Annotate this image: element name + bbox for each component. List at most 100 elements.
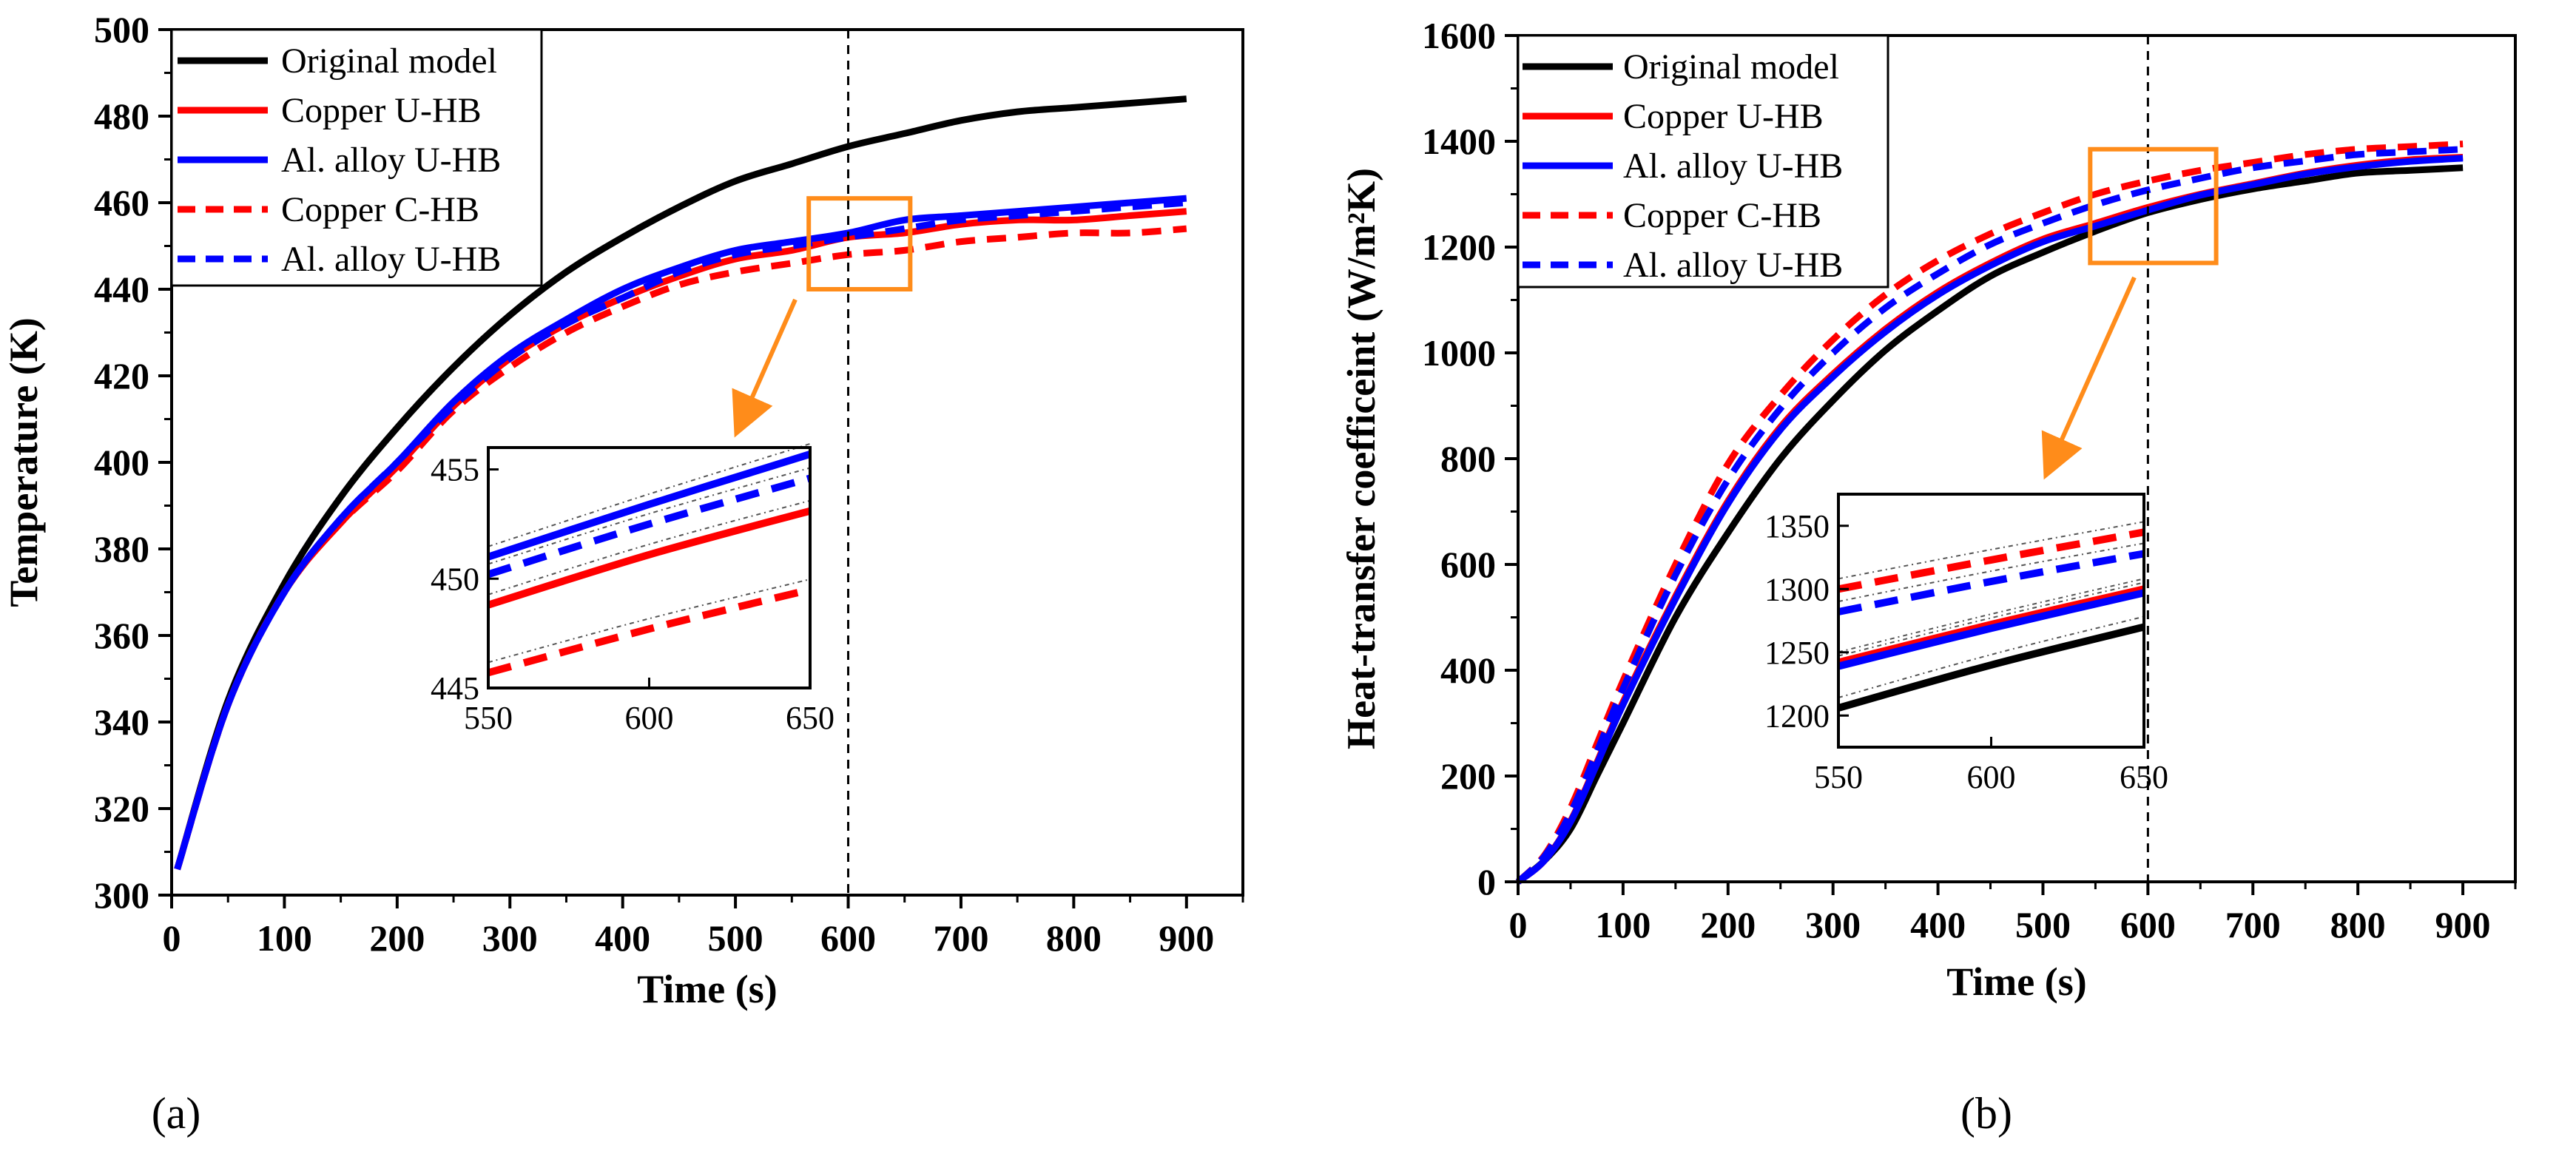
y-tick-label: 800 [1440,438,1496,479]
series-line-4 [174,199,1187,871]
series-group [174,95,1187,871]
inset-series-line-3 [1837,589,2145,670]
inset-series-line-1 [487,474,812,578]
x-tick-label: 300 [1805,904,1861,945]
inset-y-tick-label: 1200 [1764,698,1830,734]
legend-entry-label: Copper U-HB [281,91,482,130]
x-tick-label: 200 [1700,904,1756,945]
y-tick-label: 1400 [1422,121,1496,162]
y-tick-label: 460 [94,182,149,223]
x-ticks: 0 100 200 300 400 500 600 700 800 900 [163,895,1244,959]
inset-guide-line [488,499,811,596]
y-ticks: 0 200 400 600 800 1000 1200 1400 1600 [1422,15,1518,903]
legend-entry-label: Copper U-HB [1623,97,1824,136]
inset-y-tick-label: 445 [431,670,479,706]
x-tick-label: 800 [2330,904,2386,945]
inset-guide-line [488,442,811,547]
inset-y-tick-label: 455 [431,452,479,488]
x-tick-label: 500 [708,917,763,959]
inset-chart: 550 600 650 445 450 455 [431,442,834,736]
legend-entry-label: Al. alloy U-HB [281,240,501,279]
inset-series-line-3 [487,586,812,677]
x-axis-title: Time (s) [1946,959,2086,1004]
zoom-arrow [732,298,798,438]
zoom-box [2088,146,2219,266]
y-tick-label: 360 [94,615,149,656]
inset-x-tick-label: 650 [786,700,834,736]
y-tick-label: 400 [94,442,149,483]
zoom-arrow [2041,276,2137,480]
y-axis-title: Temperature (K) [1,317,46,607]
inset-x-tick-label: 650 [2120,759,2168,795]
inset-series-line-0 [487,451,812,561]
x-tick-label: 600 [820,917,876,959]
x-tick-label: 900 [1159,917,1214,959]
y-tick-label: 340 [94,701,149,743]
x-tick-label: 700 [2225,904,2281,945]
x-tick-label: 100 [257,917,312,959]
y-tick-label: 320 [94,788,149,829]
legend-entry-label: Al. alloy U-HB [281,141,501,180]
legend-entry-label: Original model [1623,47,1839,87]
inset-y-tick-label: 450 [431,561,479,597]
legend-entry-label: Copper C-HB [1623,196,1821,235]
chart-panel-b: 0 100 200 300 400 500 600 700 800 900 0 200 400 600 80… [1339,15,2517,1138]
x-tick-label: 400 [1910,904,1966,945]
y-axis-title: Heat-transfer coefficeint (W/m²K) [1339,168,1383,749]
y-tick-label: 0 [1477,861,1496,903]
y-tick-label: 500 [94,9,149,50]
x-tick-label: 400 [595,917,650,959]
inset-y-tick-label: 1250 [1764,635,1830,671]
y-tick-label: 1000 [1422,332,1496,374]
y-tick-label: 440 [94,269,149,310]
x-tick-label: 500 [2015,904,2071,945]
inset-series-line-2 [1837,585,2145,667]
x-tick-label: 300 [482,917,538,959]
legend-entry-label: Al. alloy U-HB [1623,246,1843,285]
y-tick-label: 1600 [1422,15,1496,56]
inset-y-tick-label: 1350 [1764,508,1830,544]
inset-chart: 550 600 650 1200 1250 1300 1350 [1764,493,2168,795]
inset-guide-line [1838,542,2145,602]
x-tick-label: 0 [163,917,181,959]
x-tick-label: 600 [2120,904,2176,945]
legend-entry-label: Copper C-HB [281,190,479,229]
inset-series-line-1 [1838,550,2145,615]
inset-series-line-2 [487,507,812,609]
series-line-4 [1515,146,2464,885]
inset-series-line-4 [1837,623,2145,712]
inset-x-tick-label: 550 [464,700,513,736]
y-tick-label: 1200 [1422,226,1496,268]
y-tick-label: 600 [1440,544,1496,585]
series-line-0 [174,95,1187,871]
y-ticks: 300 320 340 360 380 400 420 440 460 480 500 [94,9,172,916]
panel-label: (a) [152,1089,201,1138]
legend: Original model Copper U-HB Al. alloy U-HB C… [1517,34,1889,289]
legend-entry-label: Original model [281,41,497,81]
x-axis-title: Time (s) [637,967,777,1011]
inset-y-tick-label: 1300 [1764,571,1830,607]
series-line-0 [1516,164,2464,885]
y-tick-label: 380 [94,528,149,570]
x-tick-label: 0 [1509,904,1528,945]
legend: Original model Copper U-HB Al. alloy U-HB C… [170,28,543,287]
zoom-box [806,196,913,291]
x-tick-label: 700 [933,917,988,959]
y-tick-label: 200 [1440,755,1496,797]
series-line-2 [1516,155,2464,885]
inset-guide-line [488,467,811,565]
y-tick-label: 480 [94,95,149,137]
x-tick-label: 900 [2435,904,2491,945]
series-group [1515,141,2464,885]
y-tick-label: 300 [94,874,149,916]
inset-x-tick-label: 550 [1814,759,1863,795]
inset-series-line-0 [1838,528,2145,593]
chart-panel-a: 0 100 200 300 400 500 600 700 800 900 300 320 340 360… [1,9,1244,1138]
x-ticks: 0 100 200 300 400 500 600 700 800 900 [1509,882,2517,945]
x-tick-label: 200 [369,917,425,959]
inset-x-tick-label: 600 [625,700,674,736]
x-tick-label: 800 [1046,917,1102,959]
inset-guide-line [1838,521,2145,580]
legend-entry-label: Al. alloy U-HB [1623,146,1843,186]
